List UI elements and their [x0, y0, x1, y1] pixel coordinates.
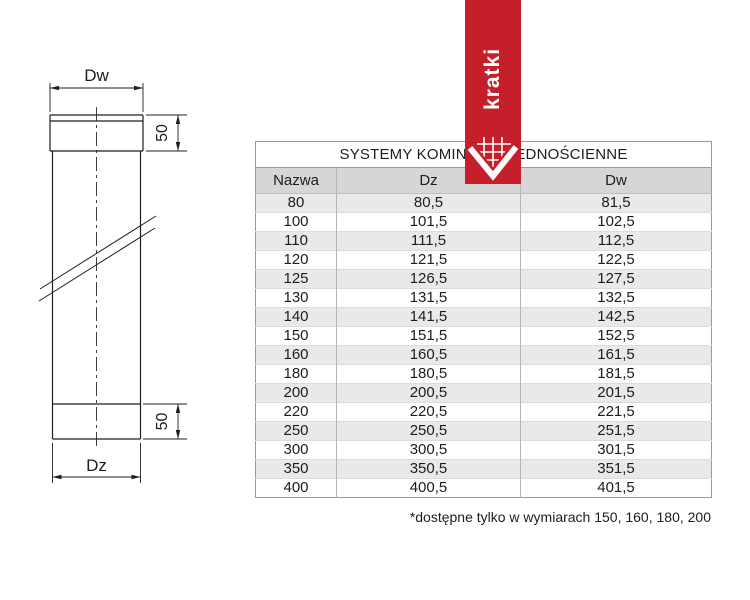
table-cell: 161,5 — [519, 345, 712, 365]
break-lines — [38, 215, 157, 302]
table-cell: 180 — [255, 364, 337, 384]
table-cell: 150 — [255, 326, 337, 346]
table-cell: 152,5 — [519, 326, 712, 346]
table-cell: 100 — [255, 212, 337, 232]
table-cell: 220 — [255, 402, 337, 422]
table-cell: 140 — [255, 307, 337, 327]
table-cell: 250,5 — [336, 421, 521, 441]
table-cell: 350 — [255, 459, 337, 479]
table-row: 250 250,5 251,5 — [255, 421, 712, 441]
spec-table: SYSTEMY KOMINOWE JEDNOŚCIENNE Nazwa Dz D… — [255, 141, 713, 498]
table-cell: 400 — [255, 478, 337, 498]
table-cell: 111,5 — [336, 231, 521, 251]
table-cell: 300 — [255, 440, 337, 460]
column-header-nazwa: Nazwa — [255, 167, 337, 194]
dimension-dw — [49, 83, 144, 112]
size-table-body: 80 80,5 81,5 100 101,5 102,5 110 111,5 112,5 120 1… — [255, 193, 712, 498]
collar-height-label: 50 — [154, 413, 171, 431]
column-header-dw: Dw — [519, 167, 712, 194]
table-row: 110 111,5 112,5 — [255, 231, 712, 251]
table-cell: 151,5 — [336, 326, 521, 346]
table-cell: 351,5 — [519, 459, 712, 479]
table-cell: 220,5 — [336, 402, 521, 422]
table-cell: 401,5 — [519, 478, 712, 498]
table-row: 200 200,5 201,5 — [255, 383, 712, 403]
brand-name: kratki — [481, 47, 504, 111]
table-row: 120 121,5 122,5 — [255, 250, 712, 270]
dimension-socket-height — [146, 114, 187, 152]
table-row: 140 141,5 142,5 — [255, 307, 712, 327]
table-row: 125 126,5 127,5 — [255, 269, 712, 289]
table-cell: 132,5 — [519, 288, 712, 308]
table-row: 350 350,5 351,5 — [255, 459, 712, 479]
table-cell: 121,5 — [336, 250, 521, 270]
table-cell: 200,5 — [336, 383, 521, 403]
table-cell: 300,5 — [336, 440, 521, 460]
availability-footnote: *dostępne tylko w wymiarach 150, 160, 18… — [409, 509, 711, 525]
socket-height-label: 50 — [154, 124, 171, 142]
table-cell: 80,5 — [336, 193, 521, 213]
pipe-technical-drawing: Dw 50 50 Dz — [38, 66, 187, 483]
table-row: 80 80,5 81,5 — [255, 193, 712, 213]
table-row: 400 400,5 401,5 — [255, 478, 712, 498]
table-cell: 201,5 — [519, 383, 712, 403]
table-row: 180 180,5 181,5 — [255, 364, 712, 384]
table-cell: 180,5 — [336, 364, 521, 384]
table-cell: 102,5 — [519, 212, 712, 232]
table-cell: 120 — [255, 250, 337, 270]
table-cell: 142,5 — [519, 307, 712, 327]
table-cell: 251,5 — [519, 421, 712, 441]
table-cell: 126,5 — [336, 269, 521, 289]
table-row: 130 131,5 132,5 — [255, 288, 712, 308]
table-cell: 200 — [255, 383, 337, 403]
table-cell: 110 — [255, 231, 337, 251]
table-cell: 141,5 — [336, 307, 521, 327]
table-row: 300 300,5 301,5 — [255, 440, 712, 460]
table-cell: 112,5 — [519, 231, 712, 251]
table-cell: 122,5 — [519, 250, 712, 270]
table-cell: 80 — [255, 193, 337, 213]
table-row: 160 160,5 161,5 — [255, 345, 712, 365]
table-cell: 400,5 — [336, 478, 521, 498]
table-cell: 181,5 — [519, 364, 712, 384]
table-cell: 101,5 — [336, 212, 521, 232]
table-cell: 160 — [255, 345, 337, 365]
table-cell: 250 — [255, 421, 337, 441]
brand-ribbon: kratki — [465, 0, 521, 184]
kratki-grid-check-icon — [465, 137, 521, 184]
table-cell: 350,5 — [336, 459, 521, 479]
table-cell: 221,5 — [519, 402, 712, 422]
table-cell: 130 — [255, 288, 337, 308]
table-row: 220 220,5 221,5 — [255, 402, 712, 422]
table-row: 150 151,5 152,5 — [255, 326, 712, 346]
dz-label: Dz — [86, 456, 107, 475]
table-cell: 301,5 — [519, 440, 712, 460]
table-cell: 131,5 — [336, 288, 521, 308]
table-row: 100 101,5 102,5 — [255, 212, 712, 232]
dimension-collar-height — [143, 403, 187, 440]
table-cell: 81,5 — [519, 193, 712, 213]
table-cell: 160,5 — [336, 345, 521, 365]
dw-label: Dw — [84, 66, 109, 85]
table-cell: 127,5 — [519, 269, 712, 289]
dimension-dz — [52, 443, 141, 483]
table-cell: 125 — [255, 269, 337, 289]
